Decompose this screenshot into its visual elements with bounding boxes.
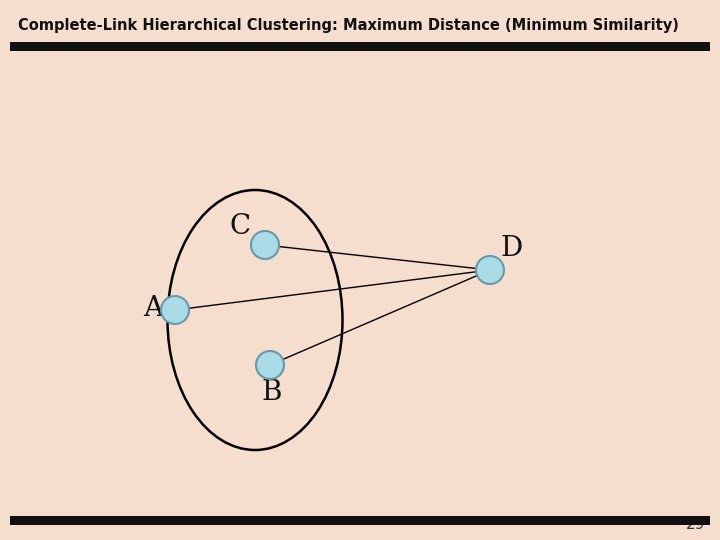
Text: B: B [262,380,282,407]
Text: 29: 29 [685,517,705,532]
Circle shape [476,256,504,284]
Text: D: D [501,234,523,261]
Text: C: C [230,213,251,240]
Text: Complete-Link Hierarchical Clustering: Maximum Distance (Minimum Similarity): Complete-Link Hierarchical Clustering: M… [18,18,679,33]
Circle shape [256,351,284,379]
Circle shape [161,296,189,324]
Circle shape [251,231,279,259]
Text: A: A [143,294,163,321]
Bar [10,42,710,51]
Bar [10,516,710,525]
